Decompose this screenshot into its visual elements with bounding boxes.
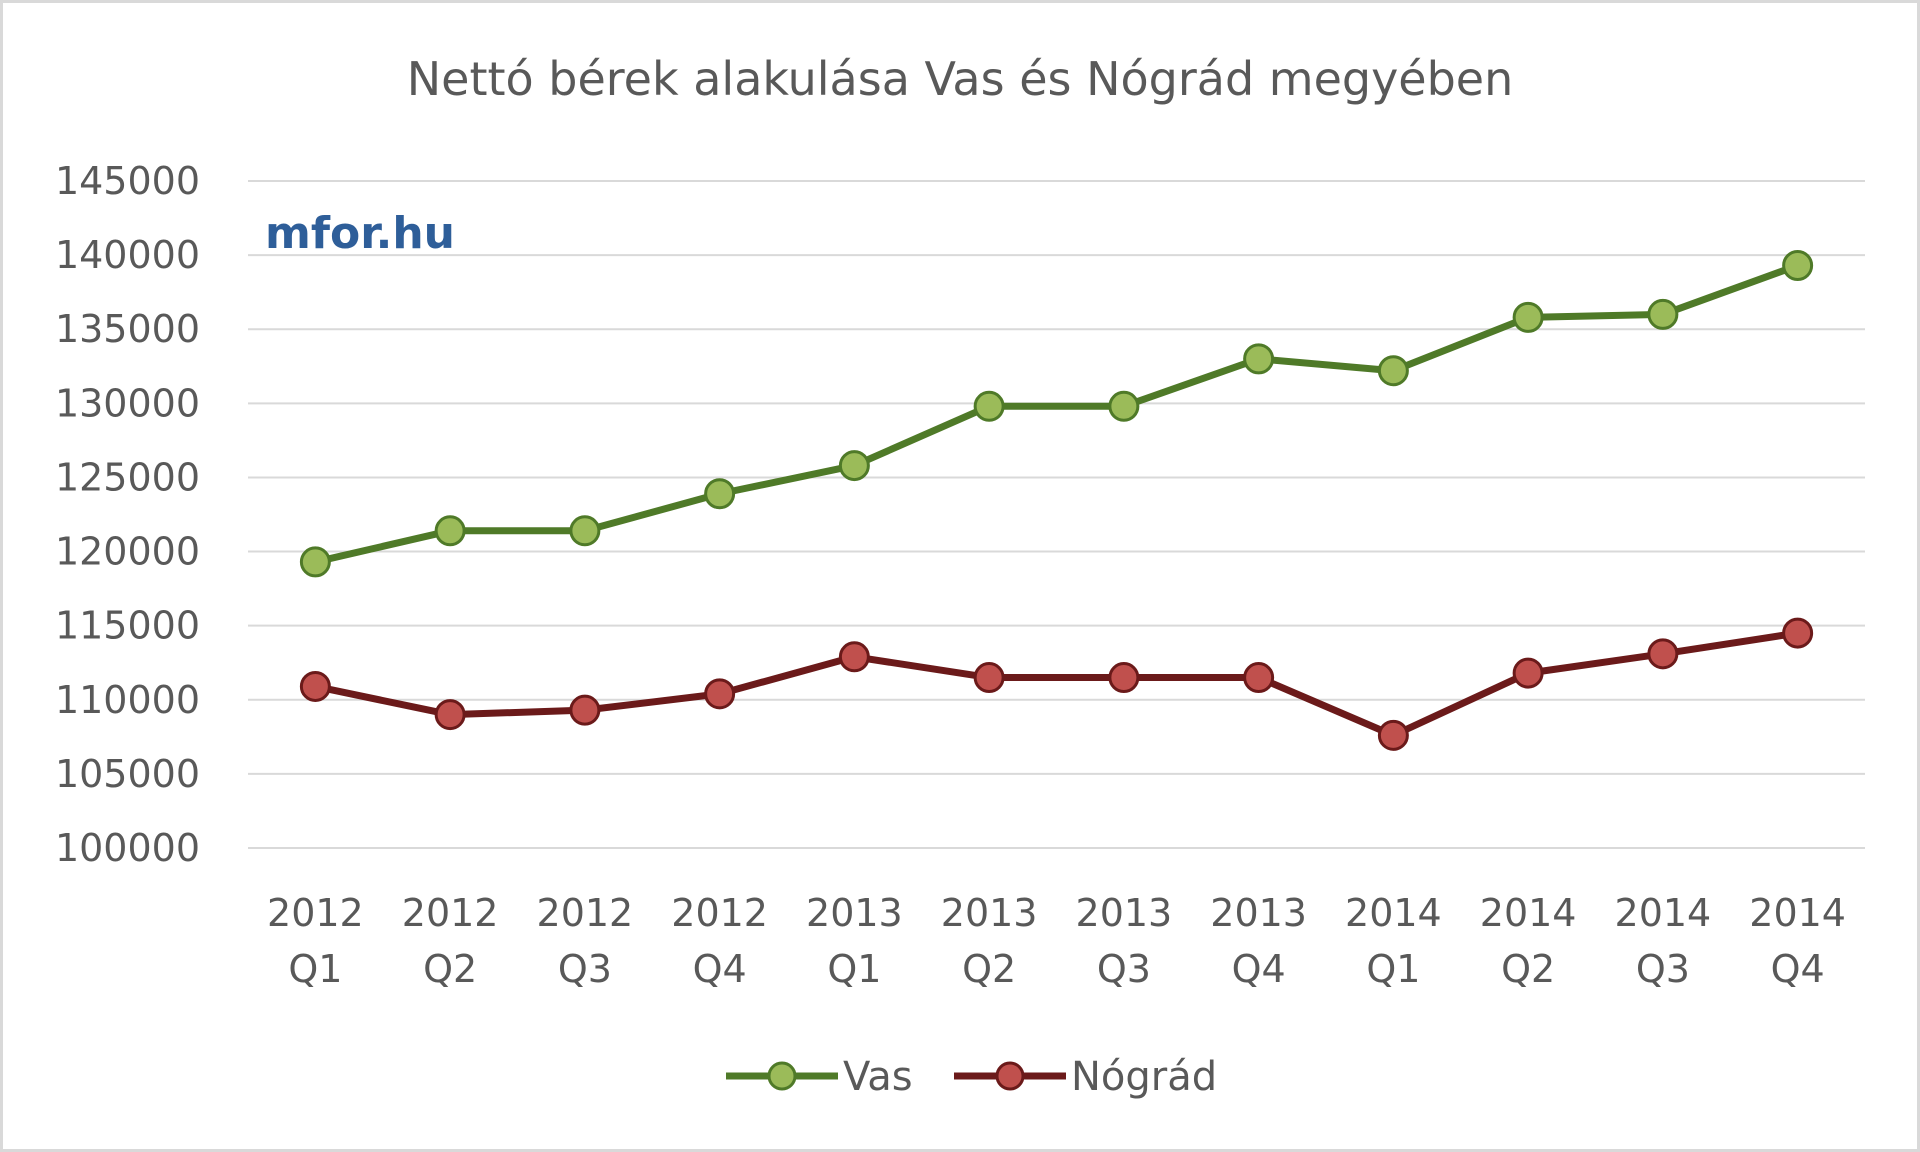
x-tick-line: Q4: [1771, 947, 1825, 991]
data-point: [973, 662, 1005, 694]
x-tick-label: 2014 Q2: [1480, 891, 1577, 991]
x-tick-line: Q3: [1097, 947, 1151, 991]
x-tick-line: 2013: [806, 891, 903, 935]
legend-item: Vas: [726, 1054, 913, 1100]
x-tick-line: Q4: [1232, 947, 1286, 991]
data-point: [1243, 662, 1275, 694]
y-tick-label: 130000: [55, 381, 200, 425]
x-tick-line: 2014: [1480, 891, 1577, 935]
x-tick-line: 2013: [1076, 891, 1173, 935]
y-axis-ticks: 100000 105000 110000 115000 120000 125000 1300…: [55, 159, 200, 870]
y-tick-label: 105000: [55, 752, 200, 796]
x-tick-label: 2012 Q3: [537, 891, 634, 991]
series-line: [314, 629, 1799, 739]
series-0: [299, 249, 1814, 578]
y-tick-label: 145000: [55, 159, 200, 203]
x-tick-line: 2012: [267, 891, 364, 935]
data-point: [1108, 390, 1140, 422]
x-tick-label: 2012 Q1: [267, 891, 364, 991]
x-tick-label: 2013 Q4: [1210, 891, 1307, 991]
x-tick-line: 2013: [941, 891, 1038, 935]
x-tick-line: Q2: [1501, 947, 1555, 991]
data-point: [1377, 719, 1409, 751]
data-point: [299, 546, 331, 578]
data-point: [838, 641, 870, 673]
legend-label: Vas: [843, 1054, 913, 1100]
legend-marker-swatch: [767, 1061, 797, 1091]
data-point: [973, 390, 1005, 422]
data-point: [434, 699, 466, 731]
x-tick-label: 2013 Q3: [1076, 891, 1173, 991]
data-point: [704, 478, 736, 510]
x-tick-label: 2014 Q1: [1345, 891, 1442, 991]
data-point: [1108, 662, 1140, 694]
x-tick-line: 2013: [1210, 891, 1307, 935]
x-tick-label: 2012 Q4: [671, 891, 768, 991]
x-tick-line: Q2: [962, 947, 1016, 991]
data-point: [299, 670, 331, 702]
legend-label: Nógrád: [1071, 1054, 1217, 1100]
x-tick-line: Q3: [1636, 947, 1690, 991]
data-point: [1512, 301, 1544, 333]
x-tick-line: 2014: [1749, 891, 1846, 935]
x-tick-line: Q1: [1366, 947, 1420, 991]
data-point: [434, 515, 466, 547]
data-point: [1377, 355, 1409, 387]
y-tick-label: 120000: [55, 530, 200, 574]
data-point: [1782, 249, 1814, 281]
x-tick-label: 2013 Q2: [941, 891, 1038, 991]
y-tick-label: 135000: [55, 307, 200, 351]
series-group: [299, 249, 1814, 751]
x-tick-line: Q1: [827, 947, 881, 991]
data-point: [1647, 298, 1679, 330]
x-tick-line: 2012: [402, 891, 499, 935]
data-point: [1782, 617, 1814, 649]
data-point: [1647, 638, 1679, 670]
data-point: [1512, 657, 1544, 689]
watermark-logo: mfor.hu: [265, 208, 455, 259]
legend-item: Nógrád: [954, 1054, 1217, 1100]
x-tick-line: 2014: [1345, 891, 1442, 935]
x-tick-line: 2012: [537, 891, 634, 935]
x-tick-label: 2014 Q4: [1749, 891, 1846, 991]
data-point: [569, 515, 601, 547]
x-tick-line: Q2: [423, 947, 477, 991]
x-tick-line: Q3: [558, 947, 612, 991]
y-tick-label: 140000: [55, 233, 200, 277]
data-point: [704, 678, 736, 710]
data-point: [1243, 343, 1275, 375]
legend-marker-swatch: [995, 1061, 1025, 1091]
x-tick-label: 2012 Q2: [402, 891, 499, 991]
series-line: [314, 262, 1799, 566]
data-point: [569, 694, 601, 726]
y-tick-label: 110000: [55, 678, 200, 722]
data-point: [838, 450, 870, 482]
series-1: [299, 617, 1814, 751]
x-tick-label: 2013 Q1: [806, 891, 903, 991]
chart-title: Nettó bérek alakulása Vas és Nógrád megy…: [407, 52, 1514, 106]
line-chart: Nettó bérek alakulása Vas és Nógrád megy…: [55, 52, 1865, 1100]
x-tick-line: 2014: [1615, 891, 1712, 935]
x-tick-label: 2014 Q3: [1615, 891, 1712, 991]
x-tick-line: Q4: [693, 947, 747, 991]
x-tick-line: Q1: [288, 947, 342, 991]
y-tick-label: 115000: [55, 604, 200, 648]
legend: Vas Nógrád: [726, 1054, 1217, 1100]
gridlines: [248, 180, 1865, 849]
y-tick-label: 100000: [55, 826, 200, 870]
x-tick-line: 2012: [671, 891, 768, 935]
y-tick-label: 125000: [55, 455, 200, 499]
